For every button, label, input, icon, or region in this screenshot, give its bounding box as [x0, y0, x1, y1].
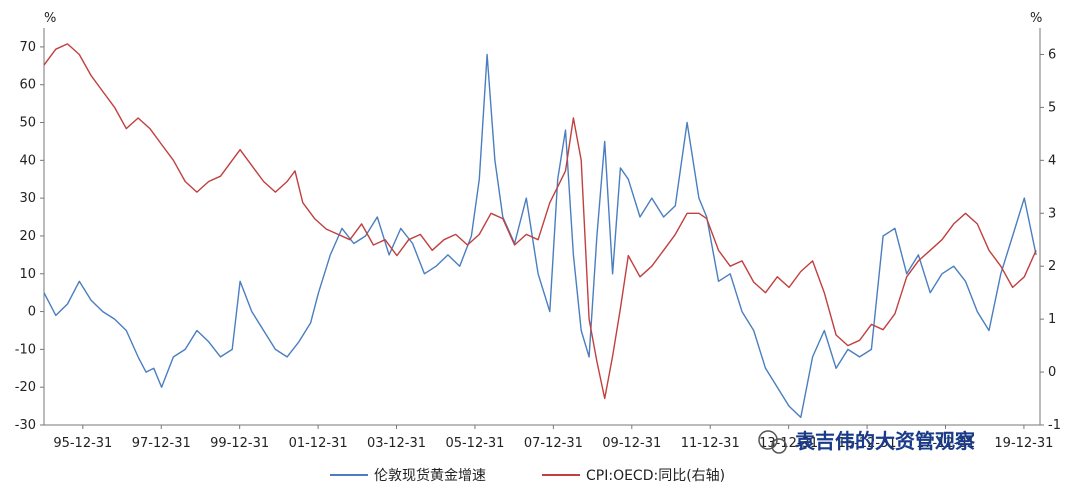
x-tick-label: 17-12-31 — [916, 436, 975, 451]
right-tick-label: 6 — [1048, 47, 1056, 62]
legend-label-cpi: CPI:OECD:同比(右轴) — [586, 468, 725, 484]
x-tick-label: 19-12-31 — [994, 436, 1053, 451]
right-tick-label: -1 — [1048, 418, 1061, 433]
left-tick-label: 10 — [19, 267, 36, 282]
right-axis-unit: % — [1030, 11, 1042, 26]
right-tick-label: 5 — [1048, 100, 1056, 115]
x-tick-label: 09-12-31 — [602, 436, 661, 451]
legend-label-gold: 伦敦现货黄金增速 — [374, 467, 486, 484]
left-tick-label: 40 — [19, 153, 36, 168]
x-tick-label: 05-12-31 — [445, 436, 504, 451]
left-tick-label: -30 — [15, 418, 36, 433]
right-tick-label: 3 — [1048, 206, 1056, 221]
right-tick-label: 2 — [1048, 259, 1056, 274]
left-tick-label: 70 — [19, 40, 36, 55]
series-layer — [43, 43, 1037, 419]
series-line-gold-growth — [43, 53, 1037, 419]
tick-label-layer: -30-20-10010203040506070-1012345695-12-3… — [15, 40, 1061, 451]
watermark-text: 袁吉伟的大资管观察 — [794, 429, 976, 453]
left-tick-label: -10 — [15, 342, 36, 357]
left-tick-label: 50 — [19, 116, 36, 131]
watermark: 袁吉伟的大资管观察 — [758, 429, 976, 454]
x-tick-label: 95-12-31 — [53, 436, 112, 451]
x-tick-label: 97-12-31 — [132, 436, 191, 451]
right-tick-label: 4 — [1048, 153, 1056, 168]
x-tick-label: 99-12-31 — [210, 436, 269, 451]
right-tick-label: 0 — [1048, 365, 1056, 380]
x-tick-label: 03-12-31 — [367, 436, 426, 451]
x-tick-label: 11-12-31 — [681, 436, 740, 451]
left-tick-label: 30 — [19, 191, 36, 206]
x-tick-label: 07-12-31 — [524, 436, 583, 451]
legend: 伦敦现货黄金增速 CPI:OECD:同比(右轴) — [330, 467, 725, 484]
left-tick-label: 60 — [19, 78, 36, 93]
x-tick-label: 01-12-31 — [289, 436, 348, 451]
axes-layer — [40, 28, 1044, 429]
left-tick-label: -20 — [15, 380, 36, 395]
wechat-icon-inner — [771, 438, 787, 454]
left-tick-label: 20 — [19, 229, 36, 244]
right-tick-label: 1 — [1048, 312, 1056, 327]
left-tick-label: 0 — [28, 305, 36, 320]
x-tick-label: 15-12-31 — [838, 436, 897, 451]
left-axis-unit: % — [44, 11, 56, 26]
series-line-cpi-oecd — [43, 43, 1037, 400]
